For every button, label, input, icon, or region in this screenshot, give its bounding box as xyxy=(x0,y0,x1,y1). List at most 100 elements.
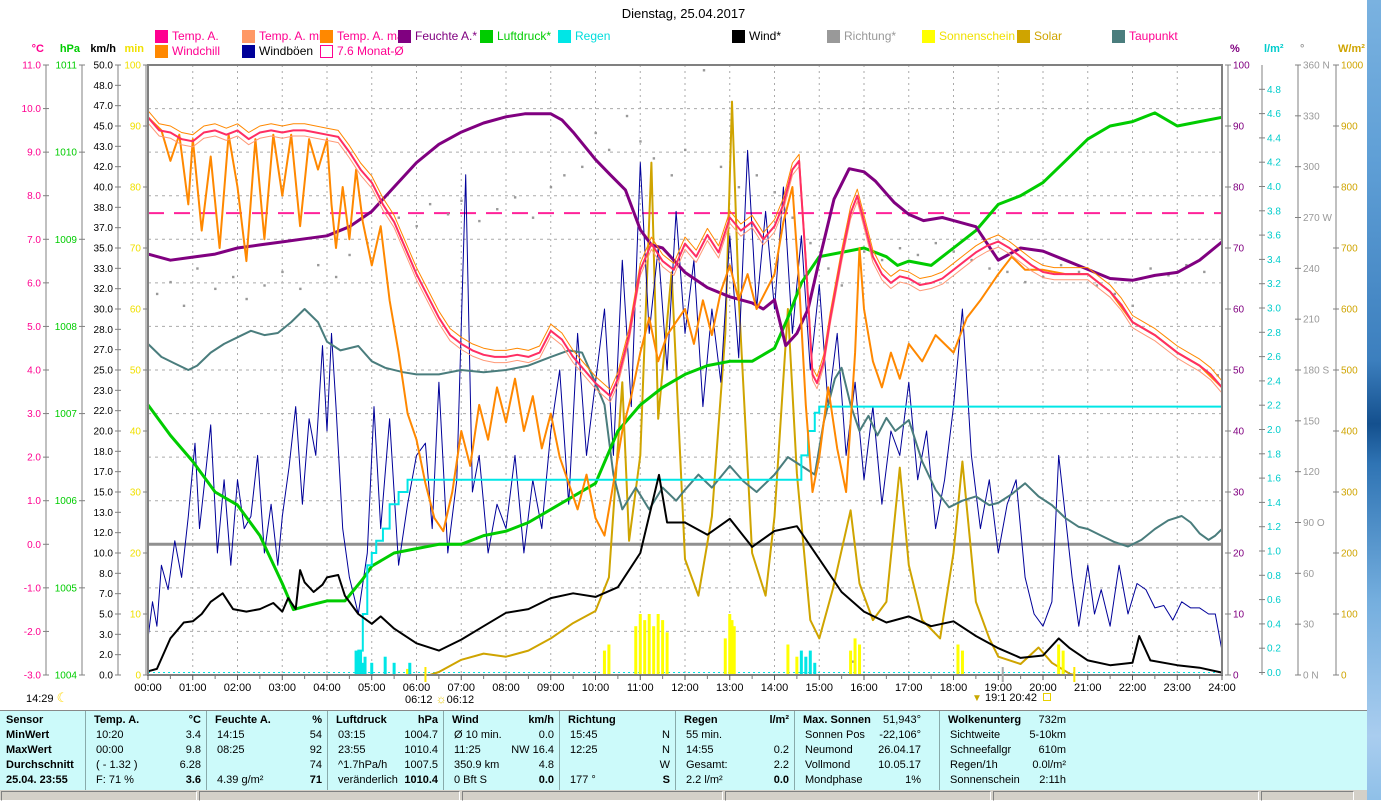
table-cell-value: 0.0l/m² xyxy=(1032,759,1066,771)
table-cell-label: 00:00 xyxy=(96,744,124,756)
axis-tick-label-pct: 50 xyxy=(1233,366,1245,377)
legend-item-solar[interactable]: Solar xyxy=(1017,29,1062,43)
x-axis-label: 15:00 xyxy=(805,682,833,694)
legend-item-7-6-monat-[interactable]: 7.6 Monat-Ø xyxy=(320,44,404,58)
series-richtung-dot xyxy=(1185,263,1188,267)
axis-tick-label-lm2: 3.6 xyxy=(1267,231,1281,242)
table-col-header: Regen xyxy=(684,714,718,726)
series-richtung-dot xyxy=(460,199,463,202)
axis-tick-label-lm2: 2.0 xyxy=(1267,425,1281,436)
table-cell-label: 03:15 xyxy=(338,729,366,741)
moonrise-annotation: 14:29 ☾ xyxy=(26,690,68,706)
series-richtung-dot xyxy=(155,292,159,296)
series-temp-min xyxy=(147,122,1223,403)
table-cell-label: 12:25 xyxy=(570,744,598,756)
axis-tick-label-kmh: 20.0 xyxy=(94,426,114,437)
series-richtung-dot xyxy=(652,157,656,160)
table-col-unit: hPa xyxy=(417,714,438,726)
series-richtung-dot xyxy=(702,69,706,72)
series-richtung-dot xyxy=(916,253,920,257)
series-richtung-dot xyxy=(169,280,172,284)
moonrise-time: 14:29 xyxy=(26,693,54,705)
series-richtung-dot xyxy=(513,196,517,199)
axis-tick-label-deg: 30 xyxy=(1303,620,1315,631)
axis-tick-label-lm2: 0.6 xyxy=(1267,595,1281,606)
legend-item-temp-a-max[interactable]: Temp. A. max xyxy=(320,29,410,43)
series-richtung-dot xyxy=(607,148,611,152)
legend-item-temp-a-[interactable]: Temp. A. xyxy=(155,29,219,43)
axis-tick-label-temp_c: 10.0 xyxy=(22,104,42,115)
axis-tick-label-kmh: 43.0 xyxy=(94,142,114,153)
axis-tick-label-deg: 300 xyxy=(1303,162,1320,173)
axis-tick-label-deg: 240 xyxy=(1303,264,1320,275)
legend-item-sonnenschein[interactable]: Sonnenschein xyxy=(922,29,1015,43)
legend-swatch-icon xyxy=(155,44,168,58)
page-title: Dienstag, 25.04.2017 xyxy=(621,6,746,21)
table-col-header: Feuchte A. xyxy=(215,714,271,726)
table-cell-value: NW 16.4 xyxy=(511,744,554,756)
x-axis-label: 17:00 xyxy=(895,682,923,694)
sunset-annotation: ▼ 19:1 20:42 xyxy=(972,692,1052,704)
series-temp-max xyxy=(147,110,1223,391)
legend-item-temp-a-min[interactable]: Temp. A. min xyxy=(242,29,328,43)
series-richtung-dot xyxy=(988,267,991,270)
legend-swatch-icon xyxy=(1112,29,1125,43)
table-col-header: Temp. A. xyxy=(94,714,140,726)
legend-item-richtung-[interactable]: Richtung* xyxy=(827,29,896,43)
table-col-unit: 51,943° xyxy=(882,714,921,726)
axis-tick-label-kmh: 17.0 xyxy=(94,467,114,478)
axis-tick-label-hpa: 1006 xyxy=(55,496,78,507)
axis-tick-label-temp_c: -1.0 xyxy=(24,583,42,594)
legend-item-windb-en[interactable]: Windböen xyxy=(242,44,313,58)
x-axis-label: 14:00 xyxy=(761,682,789,694)
series-richtung-dot xyxy=(755,174,758,177)
axis-header-pct: % xyxy=(1230,43,1240,55)
x-axis-label: 18:00 xyxy=(940,682,968,694)
table-cell-label: F: 71 % xyxy=(96,774,134,786)
table-cell-label: Mondphase xyxy=(805,774,863,786)
legend-item-luftdruck-[interactable]: Luftdruck* xyxy=(480,29,551,43)
series-richtung-dot xyxy=(478,219,481,223)
axis-tick-label-wm2: 600 xyxy=(1341,305,1358,316)
axis-tick-label-hpa: 1010 xyxy=(55,148,78,159)
axis-tick-label-lm2: 0.2 xyxy=(1267,644,1281,655)
legend-label: Richtung* xyxy=(844,29,897,43)
axis-tick-label-wm2: 300 xyxy=(1341,488,1358,499)
legend-swatch-icon xyxy=(827,29,840,43)
table-cell-label: 14:55 xyxy=(686,744,714,756)
x-axis-label: 16:00 xyxy=(850,682,878,694)
table-cell-value: 1010.4 xyxy=(404,774,438,786)
legend-item-wind-[interactable]: Wind* xyxy=(732,29,781,43)
axis-tick-label-lm2: 4.8 xyxy=(1267,85,1281,96)
table-cell-value: 2:11h xyxy=(1039,774,1066,786)
table-cell-value: 1010.4 xyxy=(404,744,438,756)
axis-tick-label-pct: 10 xyxy=(1233,610,1245,621)
axis-tick-label-lm2: 4.2 xyxy=(1267,158,1281,169)
table-cell-value: 26.04.17 xyxy=(878,744,921,756)
axis-tick-label-kmh: 45.0 xyxy=(94,121,114,132)
axis-tick-label-kmh: 13.0 xyxy=(94,508,114,519)
legend-swatch-icon xyxy=(320,44,333,58)
status-bar xyxy=(0,790,1367,801)
legend-swatch-icon xyxy=(732,29,745,43)
table-cell-value: N xyxy=(662,744,670,756)
table-cell-label: ^1.7hPa/h xyxy=(338,759,388,771)
table-cell-label: 15:45 xyxy=(570,729,598,741)
series-richtung-dot xyxy=(1006,270,1009,274)
legend-item-feuchte-a-[interactable]: Feuchte A.* xyxy=(398,29,477,43)
table-column-separator xyxy=(939,711,940,790)
table-cell-label: Gesamt: xyxy=(686,759,728,771)
axis-tick-label-deg: 0 N xyxy=(1303,670,1319,681)
legend-swatch-icon xyxy=(242,29,255,43)
axis-tick-label-minutes: 80 xyxy=(130,183,142,194)
axis-tick-label-temp_c: 4.0 xyxy=(27,365,41,376)
axis-tick-label-kmh: 30.0 xyxy=(94,304,114,315)
axis-tick-label-pct: 80 xyxy=(1233,183,1245,194)
legend-item-regen[interactable]: Regen xyxy=(558,29,610,43)
legend-label: Regen xyxy=(575,29,611,43)
table-cell-label: Neumond xyxy=(805,744,853,756)
legend-item-taupunkt[interactable]: Taupunkt xyxy=(1112,29,1178,43)
legend-item-windchill[interactable]: Windchill xyxy=(155,44,220,58)
series-richtung-dot xyxy=(773,191,776,194)
x-axis-label: 00:00 xyxy=(134,682,162,694)
